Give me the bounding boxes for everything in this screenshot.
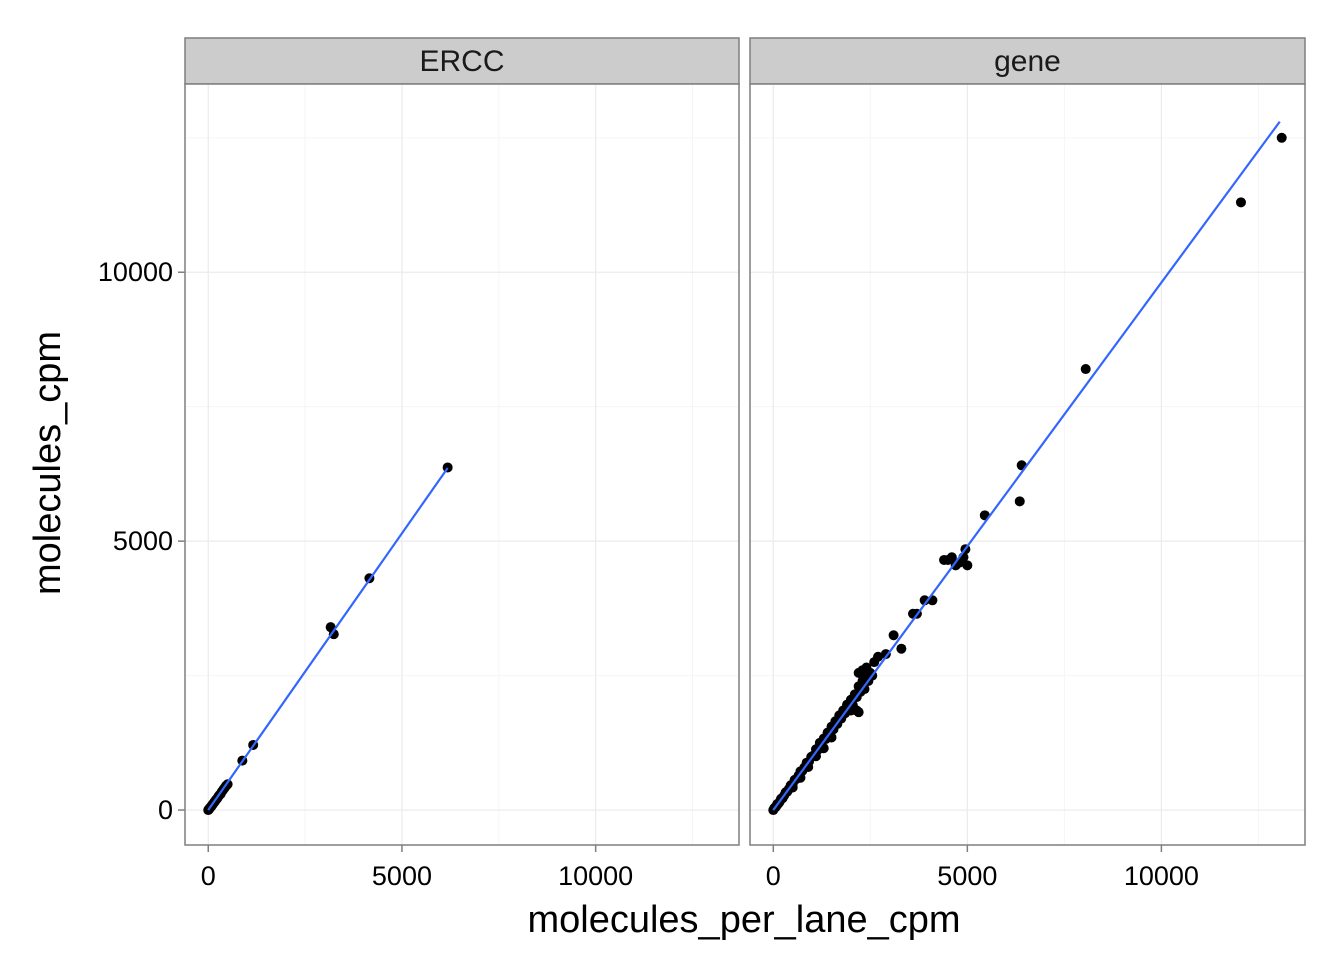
- data-point: [1014, 496, 1025, 507]
- data-point: [919, 595, 930, 606]
- data-point: [787, 782, 798, 793]
- data-point: [1080, 364, 1091, 375]
- x-tick-label: 5000: [372, 861, 432, 891]
- y-axis-ticks: 0 5000 10000: [98, 257, 185, 825]
- data-point: [873, 651, 884, 662]
- panel-background: [185, 84, 739, 845]
- panels-group: ERCC 0 5000 10000 gene 0 5000 10000: [184, 37, 1306, 891]
- strip-label: ERCC: [419, 45, 504, 78]
- x-tick-label: 10000: [1124, 861, 1199, 891]
- data-point: [962, 560, 973, 571]
- data-point: [888, 630, 899, 641]
- fit-line: [772, 120, 1281, 811]
- data-point: [328, 629, 339, 640]
- data-point: [442, 462, 453, 473]
- strip-background: [184, 37, 740, 85]
- panel-border: [749, 83, 1306, 846]
- strip-background: [749, 37, 1306, 85]
- data-point: [853, 707, 864, 718]
- x-tick-label: 10000: [558, 861, 633, 891]
- x-tick-label: 5000: [937, 861, 997, 891]
- strip-label: gene: [994, 45, 1061, 78]
- data-point: [861, 662, 872, 673]
- y-tick-label: 10000: [98, 257, 173, 287]
- x-tick-label: 0: [766, 861, 781, 891]
- data-point: [946, 552, 957, 563]
- y-tick-label: 5000: [113, 526, 173, 556]
- panel-border: [184, 83, 740, 846]
- data-point: [1235, 197, 1246, 208]
- panel-gene: gene 0 5000 10000: [749, 37, 1306, 891]
- data-point: [896, 643, 907, 654]
- data-point: [880, 649, 891, 660]
- fit-line: [207, 467, 449, 811]
- data-point: [1276, 132, 1287, 143]
- x-tick-label: 0: [201, 861, 216, 891]
- y-axis-title: molecules_cpm: [27, 331, 69, 595]
- x-axis-title: molecules_per_lane_cpm: [527, 899, 960, 941]
- y-tick-label: 0: [158, 795, 173, 825]
- panel-ercc: ERCC 0 5000 10000: [184, 37, 740, 891]
- data-point: [859, 684, 870, 695]
